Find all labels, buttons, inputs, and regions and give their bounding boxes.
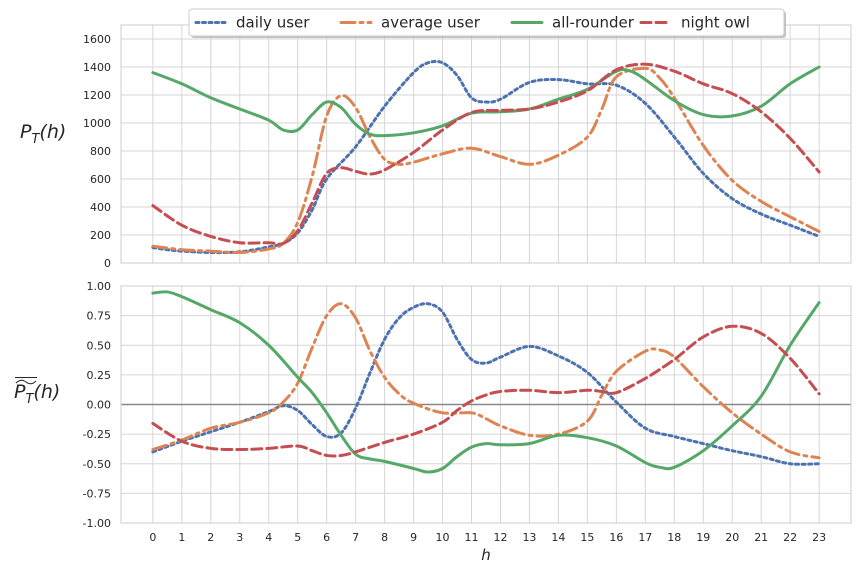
x-tick-label: 21 bbox=[754, 531, 768, 544]
bottom-series-all-rounder bbox=[151, 290, 821, 474]
x-tick-label: 0 bbox=[149, 531, 156, 544]
x-tick-label: 16 bbox=[609, 531, 623, 544]
top-y-tick-label: 200 bbox=[90, 229, 111, 242]
bottom-panel: -1.00 -0.75 -0.50 -0.25 0.00 0.25 0.50 0.75 1.00… bbox=[83, 280, 852, 544]
top-y-tick-label: 400 bbox=[90, 201, 111, 214]
bottom-frame bbox=[120, 285, 852, 524]
x-tick-label: 12 bbox=[493, 531, 507, 544]
legend-label-average-user: average user bbox=[381, 14, 481, 32]
bottom-y-tick-label: 0.00 bbox=[87, 399, 112, 412]
bottom-y-tick-label: -0.50 bbox=[83, 458, 111, 471]
legend-label-all-rounder: all-rounder bbox=[552, 14, 635, 32]
x-tick-label: 9 bbox=[410, 531, 417, 544]
x-axis-label: h bbox=[481, 546, 491, 564]
bottom-y-tick-label: 0.25 bbox=[87, 369, 112, 382]
x-tick-label: 17 bbox=[638, 531, 652, 544]
x-tick-label: 11 bbox=[465, 531, 479, 544]
top-series-average-user bbox=[151, 66, 821, 255]
bottom-series-night-owl bbox=[151, 324, 821, 458]
top-series-daily-user bbox=[151, 59, 821, 255]
top-y-tick-label: 600 bbox=[90, 173, 111, 186]
bottom-series-average-user bbox=[151, 302, 821, 460]
x-tick-label: 6 bbox=[323, 531, 330, 544]
x-tick-label: 18 bbox=[667, 531, 681, 544]
x-tick-label: 14 bbox=[551, 531, 565, 544]
x-tick-label: 10 bbox=[436, 531, 450, 544]
bottom-y-tick-label: -1.00 bbox=[83, 517, 111, 530]
legend-label-night-owl: night owl bbox=[681, 14, 750, 32]
x-tick-label: 1 bbox=[178, 531, 185, 544]
x-tick-label: 4 bbox=[265, 531, 272, 544]
top-ylabel: PT(h) bbox=[20, 121, 66, 147]
bottom-y-tick-label: 0.75 bbox=[87, 310, 112, 323]
top-y-tick-label: 800 bbox=[90, 145, 111, 158]
bottom-y-tick-label: 1.00 bbox=[87, 280, 112, 293]
x-tick-label: 8 bbox=[381, 531, 388, 544]
x-tick-label: 3 bbox=[236, 531, 243, 544]
top-y-tick-label: 1000 bbox=[83, 117, 111, 130]
top-series-all-rounder bbox=[151, 65, 821, 138]
bottom-y-tick-label: -0.75 bbox=[83, 487, 111, 500]
bottom-ylabel: PT(h) bbox=[14, 377, 60, 407]
svg-text:PT(h): PT(h) bbox=[14, 381, 60, 407]
bottom-series-daily-user bbox=[151, 302, 821, 466]
bottom-y-tick-label: 0.50 bbox=[87, 339, 112, 352]
top-y-tick-label: 0 bbox=[104, 257, 111, 270]
bottom-y-tick-label: -0.25 bbox=[83, 428, 111, 441]
top-y-tick-label: 1200 bbox=[83, 89, 111, 102]
top-series-night-owl bbox=[151, 62, 821, 246]
x-tick-label: 20 bbox=[725, 531, 739, 544]
x-tick-label: 15 bbox=[580, 531, 594, 544]
x-tick-label: 5 bbox=[294, 531, 301, 544]
legend-label-daily-user: daily user bbox=[236, 14, 310, 32]
legend: daily user average user all-rounder night o… bbox=[188, 8, 786, 38]
legend-box bbox=[188, 8, 785, 37]
x-tick-label: 22 bbox=[783, 531, 797, 544]
top-y-tick-label: 1600 bbox=[83, 33, 111, 46]
top-plot-area bbox=[121, 25, 851, 263]
x-tick-label: 23 bbox=[812, 531, 826, 544]
x-tick-label: 19 bbox=[696, 531, 710, 544]
top-panel: 0 200 400 600 800 1000 1200 1400 1600 bbox=[83, 24, 852, 270]
x-tick-label: 7 bbox=[352, 531, 359, 544]
top-y-tick-label: 1400 bbox=[83, 61, 111, 74]
x-tick-label: 2 bbox=[207, 531, 214, 544]
x-tick-label: 13 bbox=[522, 531, 536, 544]
